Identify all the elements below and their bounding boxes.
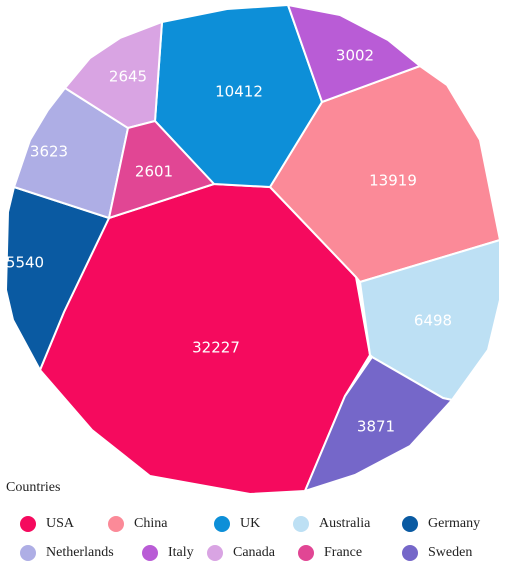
legend-label: UK [240, 516, 261, 531]
value-label-germany: 5540 [6, 254, 44, 272]
legend-marker [402, 545, 418, 561]
legend-label: Italy [168, 545, 194, 560]
value-label-sweden: 3871 [357, 418, 395, 436]
legend-marker [293, 516, 309, 532]
legend-item-netherlands[interactable]: Netherlands [20, 545, 114, 561]
value-label-netherlands: 3623 [30, 143, 68, 161]
value-label-france: 2601 [135, 163, 173, 181]
legend-item-sweden[interactable]: Sweden [402, 545, 472, 561]
legend-item-usa[interactable]: USA [20, 516, 74, 532]
legend-marker [298, 545, 314, 561]
legend-marker [142, 545, 158, 561]
value-label-usa: 32227 [192, 339, 240, 357]
legend-label: Netherlands [46, 545, 114, 560]
legend-item-uk[interactable]: UK [214, 516, 260, 532]
legend-label: Germany [428, 516, 481, 531]
cell-sweden[interactable] [303, 355, 454, 493]
value-label-italy: 3002 [336, 47, 374, 65]
legend-marker [207, 545, 223, 561]
legend-label: USA [46, 516, 75, 531]
legend-marker [20, 545, 36, 561]
cell-germany[interactable] [4, 185, 111, 373]
legend-label: Canada [233, 545, 275, 560]
legend-item-china[interactable]: China [108, 516, 167, 532]
legend-marker [402, 516, 418, 532]
legend-label: Australia [319, 516, 371, 531]
legend-label: France [324, 545, 363, 560]
legend-title: Countries [6, 480, 61, 495]
legend-item-france[interactable]: France [298, 545, 362, 561]
cell-italy[interactable] [286, 3, 422, 104]
cell-france[interactable] [107, 119, 216, 220]
legend-marker [108, 516, 124, 532]
value-label-uk: 10412 [215, 83, 263, 101]
chart-cells [4, 3, 502, 496]
value-label-canada: 2645 [109, 68, 147, 86]
value-label-china: 13919 [369, 172, 417, 190]
legend-item-australia[interactable]: Australia [293, 516, 370, 532]
legend-label: China [134, 516, 168, 531]
legend-item-canada[interactable]: Canada [207, 545, 275, 561]
value-label-australia: 6498 [414, 312, 452, 330]
legend-label: Sweden [428, 545, 473, 560]
legend-marker [214, 516, 230, 532]
legend-item-italy[interactable]: Italy [142, 545, 194, 561]
chart-value-labels: 32227 13919 10412 6498 5540 3623 3002 2645 2601 3… [6, 47, 452, 436]
legend-item-germany[interactable]: Germany [402, 516, 480, 532]
legend-marker [20, 516, 36, 532]
